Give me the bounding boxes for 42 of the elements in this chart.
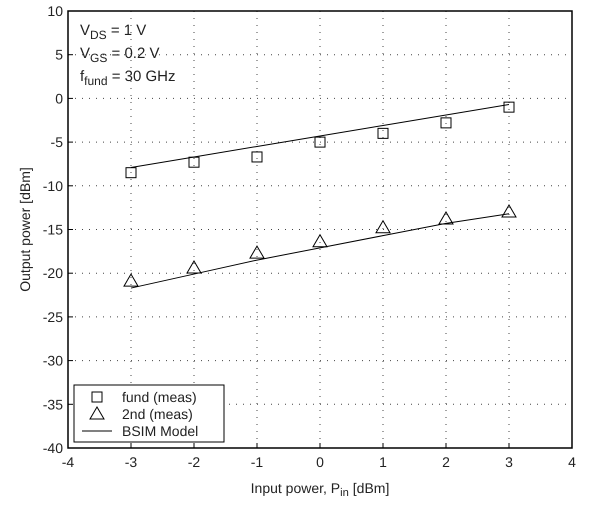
- y-tick-label: -40: [42, 440, 64, 456]
- x-tick-label: 4: [568, 454, 576, 470]
- y-tick-label: -5: [50, 134, 64, 150]
- y-tick-label: -25: [42, 308, 64, 325]
- y-tick-label: -35: [42, 396, 64, 412]
- annotation: V$_{DS}$ = 1 V: [80, 22, 146, 42]
- y-tick-label: 5: [55, 46, 64, 63]
- x-tick-label: -2: [188, 454, 200, 470]
- x-axis-title: Input power, P$_{in}$ [dBm]: [250, 480, 390, 500]
- x-tick-label: 0: [316, 454, 324, 470]
- y-tick-label: -20: [42, 265, 64, 282]
- x-tick-label: 1: [379, 454, 388, 470]
- x-tick-label: 2: [442, 454, 450, 470]
- x-tick-label: -4: [62, 454, 74, 470]
- point: [438, 212, 454, 225]
- point: [378, 128, 388, 139]
- point: [252, 151, 262, 162]
- annotation: V$_{GS}$ = 0.2 V: [80, 45, 160, 65]
- point: [186, 260, 202, 274]
- legend-label: BSIM Model: [122, 423, 198, 439]
- point: [124, 274, 138, 287]
- y-tick-label: -10: [42, 178, 64, 194]
- point: [504, 102, 514, 113]
- point: [314, 136, 326, 148]
- point: [312, 234, 328, 248]
- x-tick-label: -3: [124, 454, 138, 470]
- y-tick-label: -15: [42, 222, 64, 238]
- legend-label: 2nd (meas): [122, 406, 193, 422]
- point: [250, 246, 264, 259]
- point: [376, 220, 390, 234]
- point: [502, 204, 516, 218]
- y-tick-label: 0: [55, 90, 64, 106]
- x-tick-label: -1: [250, 454, 264, 470]
- y-tick-label: 10: [47, 3, 64, 19]
- x-tick-label: 3: [505, 454, 514, 470]
- y-axis-title: Output power [dBm]: [17, 167, 33, 292]
- annotation: f$_{fund}$ = 30 GHz: [80, 68, 176, 88]
- point: [126, 167, 136, 178]
- point: [188, 156, 200, 168]
- legend-label: fund (meas): [122, 389, 197, 405]
- y-tick-label: -30: [42, 352, 64, 369]
- point: [440, 117, 452, 128]
